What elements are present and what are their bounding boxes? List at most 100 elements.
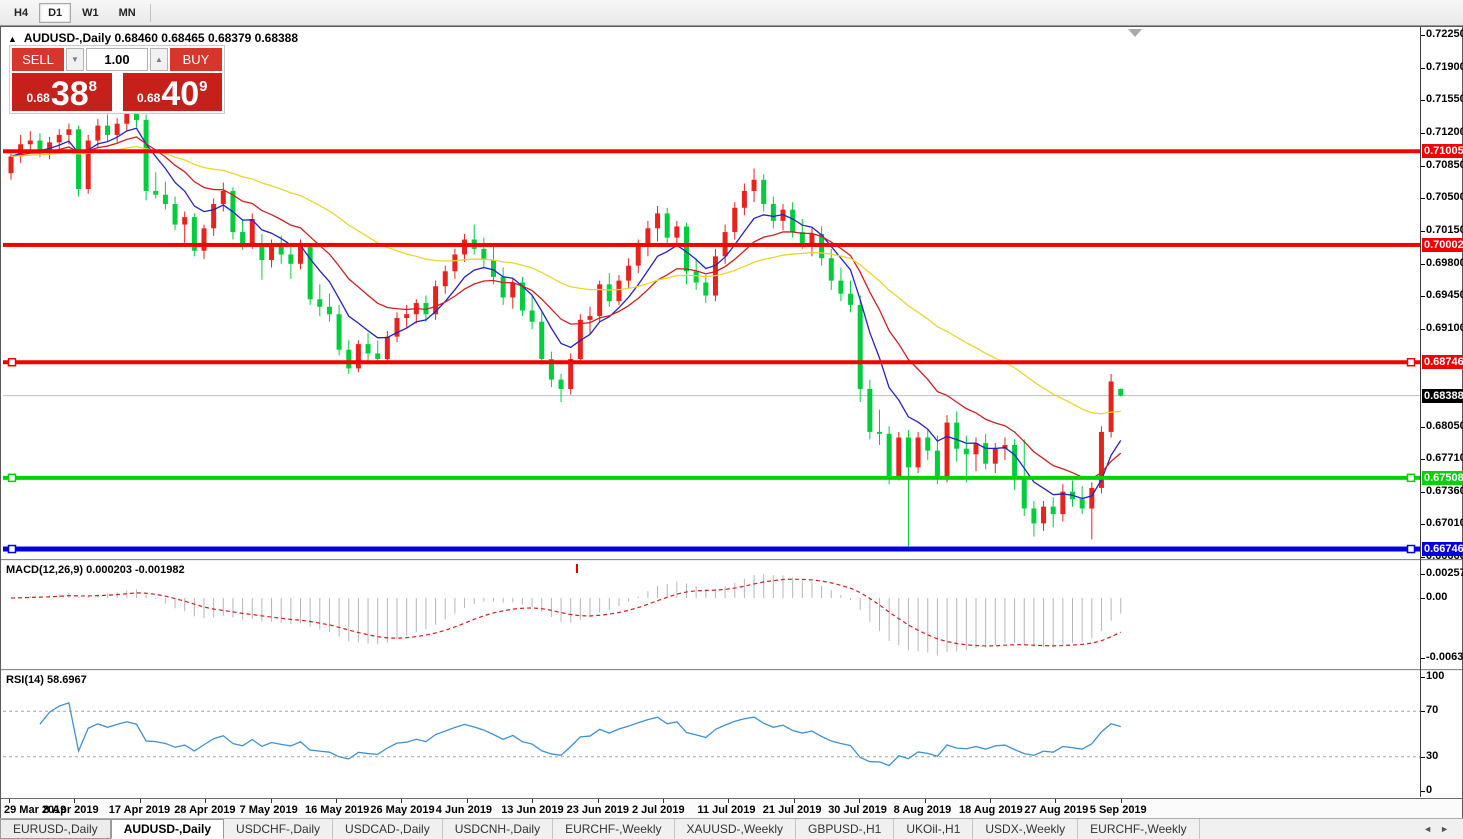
chart-ohlc-values: 0.68460 0.68465 0.68379 0.68388: [114, 31, 299, 45]
candle-body: [712, 256, 718, 296]
candle-body: [664, 213, 670, 238]
collapse-arrow-icon[interactable]: ▲: [8, 34, 17, 44]
line-handle[interactable]: [1406, 357, 1416, 367]
line-handle[interactable]: [1406, 544, 1416, 554]
toolbar-separator: [149, 3, 151, 22]
candle-body: [587, 316, 593, 320]
period-button-d1[interactable]: D1: [39, 2, 72, 23]
horizontal-line[interactable]: [3, 546, 1420, 552]
candle-body: [384, 336, 390, 360]
timeframe-toolbar: H4 D1 W1 MN: [0, 0, 1463, 26]
period-button-w1[interactable]: W1: [82, 6, 99, 19]
candle-body: [481, 248, 487, 261]
sell-button[interactable]: SELL: [12, 48, 64, 71]
candle-body: [963, 448, 969, 455]
date-label: 28 Apr 2019: [174, 804, 236, 816]
chart-tab-eurusddaily[interactable]: EURUSD-,Daily: [0, 819, 111, 839]
date-tick-mark: [990, 799, 991, 803]
panel-separator-macd[interactable]: [1, 559, 1462, 561]
line-handle[interactable]: [7, 544, 17, 554]
candle-body: [568, 359, 574, 389]
chart-tab-xauusdweekly[interactable]: XAUUSD-,Weekly: [675, 819, 796, 839]
candle-body: [105, 125, 110, 135]
price-line-badge: 0.68746: [1422, 355, 1463, 370]
date-label: 27 Aug 2019: [1024, 804, 1089, 816]
chart-tab-eurchfweekly[interactable]: EURCHF-,Weekly: [1078, 819, 1200, 839]
chart-tab-ukoilh1[interactable]: UKOil-,H1: [894, 819, 974, 839]
volume-decrease-button[interactable]: ▼: [66, 48, 84, 71]
volume-increase-button[interactable]: ▲: [150, 48, 168, 71]
date-tick-mark: [859, 799, 861, 803]
buy-button[interactable]: BUY: [170, 48, 222, 71]
date-label: 4 Jun 2019: [435, 804, 493, 816]
candle-body: [191, 217, 197, 251]
candle-body: [317, 299, 323, 307]
buy-price-box[interactable]: 0.68 40 9: [122, 73, 222, 111]
candle-body: [452, 254, 458, 272]
chart-tab-eurchfweekly[interactable]: EURCHF-,Weekly: [553, 819, 675, 839]
chart-tab-usdxweekly[interactable]: USDX-,Weekly: [973, 819, 1079, 839]
date-tick-mark: [532, 799, 534, 803]
candle-body: [1089, 487, 1095, 509]
candle-body: [741, 190, 747, 208]
chart-tab-usdchfdaily[interactable]: USDCHF-,Daily: [224, 819, 334, 839]
chart-tab-usdcaddaily[interactable]: USDCAD-,Daily: [333, 819, 443, 839]
price-tick-mark: [1421, 133, 1425, 135]
price-tick-mark: [1421, 524, 1425, 526]
candle-body: [1041, 506, 1047, 524]
candle-body: [326, 306, 332, 315]
horizontal-line[interactable]: [3, 360, 1420, 365]
chart-tab-gbpusdh1[interactable]: GBPUSD-,H1: [796, 819, 895, 839]
line-handle[interactable]: [1406, 473, 1416, 483]
date-label: 26 May 2019: [370, 804, 435, 816]
price-tick-label: 0.69450: [1426, 289, 1463, 302]
candle-body: [539, 321, 545, 360]
price-tick-mark: [1421, 100, 1425, 102]
chart-tab-usdcnhdaily[interactable]: USDCNH-,Daily: [443, 819, 554, 839]
horizontal-line[interactable]: [3, 475, 1420, 480]
tab-scroll-left-icon[interactable]: ◄: [1423, 824, 1433, 834]
date-tick-mark: [793, 799, 795, 803]
chart-shift-marker-icon[interactable]: [1128, 29, 1142, 37]
date-tick-mark: [401, 799, 403, 803]
volume-input[interactable]: 1.00: [86, 48, 148, 71]
candle-body: [182, 217, 188, 225]
horizontal-line[interactable]: [3, 149, 1420, 154]
chart-canvas: [3, 103, 1420, 767]
sell-price-box[interactable]: 0.68 38 8: [12, 73, 112, 111]
panel-separator-rsi[interactable]: [1, 669, 1462, 671]
date-label: 5 Sep 2019: [1089, 804, 1147, 816]
price-tick-mark: [1421, 165, 1425, 167]
candle-body: [1050, 506, 1056, 515]
tab-scroll-right-icon[interactable]: ►: [1440, 824, 1449, 834]
date-axis: 29 Mar 2019 8 Apr 2019 17 Apr 2019 28 Apr 2…: [1, 798, 1462, 818]
line-handle[interactable]: [7, 473, 17, 483]
candle-body: [770, 204, 776, 221]
period-button-h4[interactable]: H4: [14, 6, 29, 19]
candle-body: [597, 284, 603, 317]
price-line-badge: 0.71005: [1422, 144, 1463, 159]
candle-body: [1002, 444, 1008, 449]
horizontal-line[interactable]: [3, 242, 1420, 247]
candle-body: [857, 304, 863, 389]
price-tick-mark: [1421, 67, 1425, 69]
candle-body: [18, 144, 24, 157]
date-tick-mark: [270, 799, 272, 803]
candle-body: [915, 437, 921, 468]
price-line-badge: 0.70002: [1422, 237, 1463, 252]
period-button-mn[interactable]: MN: [118, 6, 136, 19]
candle-body: [220, 190, 226, 205]
candle-body: [809, 233, 815, 244]
chart-tab-audusddaily[interactable]: AUDUSD-,Daily: [110, 819, 225, 839]
candle-body: [375, 353, 381, 360]
sell-price-prefix: 0.68: [26, 91, 50, 105]
price-tick-label: 0.70150: [1426, 224, 1463, 237]
candle-body: [838, 280, 844, 294]
candle-body: [944, 422, 950, 477]
line-handle[interactable]: [7, 357, 17, 367]
one-click-trading-panel: SELL ▼ 1.00 ▲ BUY 0.68 38 8 0.68 40 9: [9, 45, 225, 114]
macd-tick-mark: [1421, 598, 1425, 599]
candle-body: [751, 179, 757, 191]
candle-body: [954, 422, 960, 449]
candle-body: [355, 344, 361, 369]
